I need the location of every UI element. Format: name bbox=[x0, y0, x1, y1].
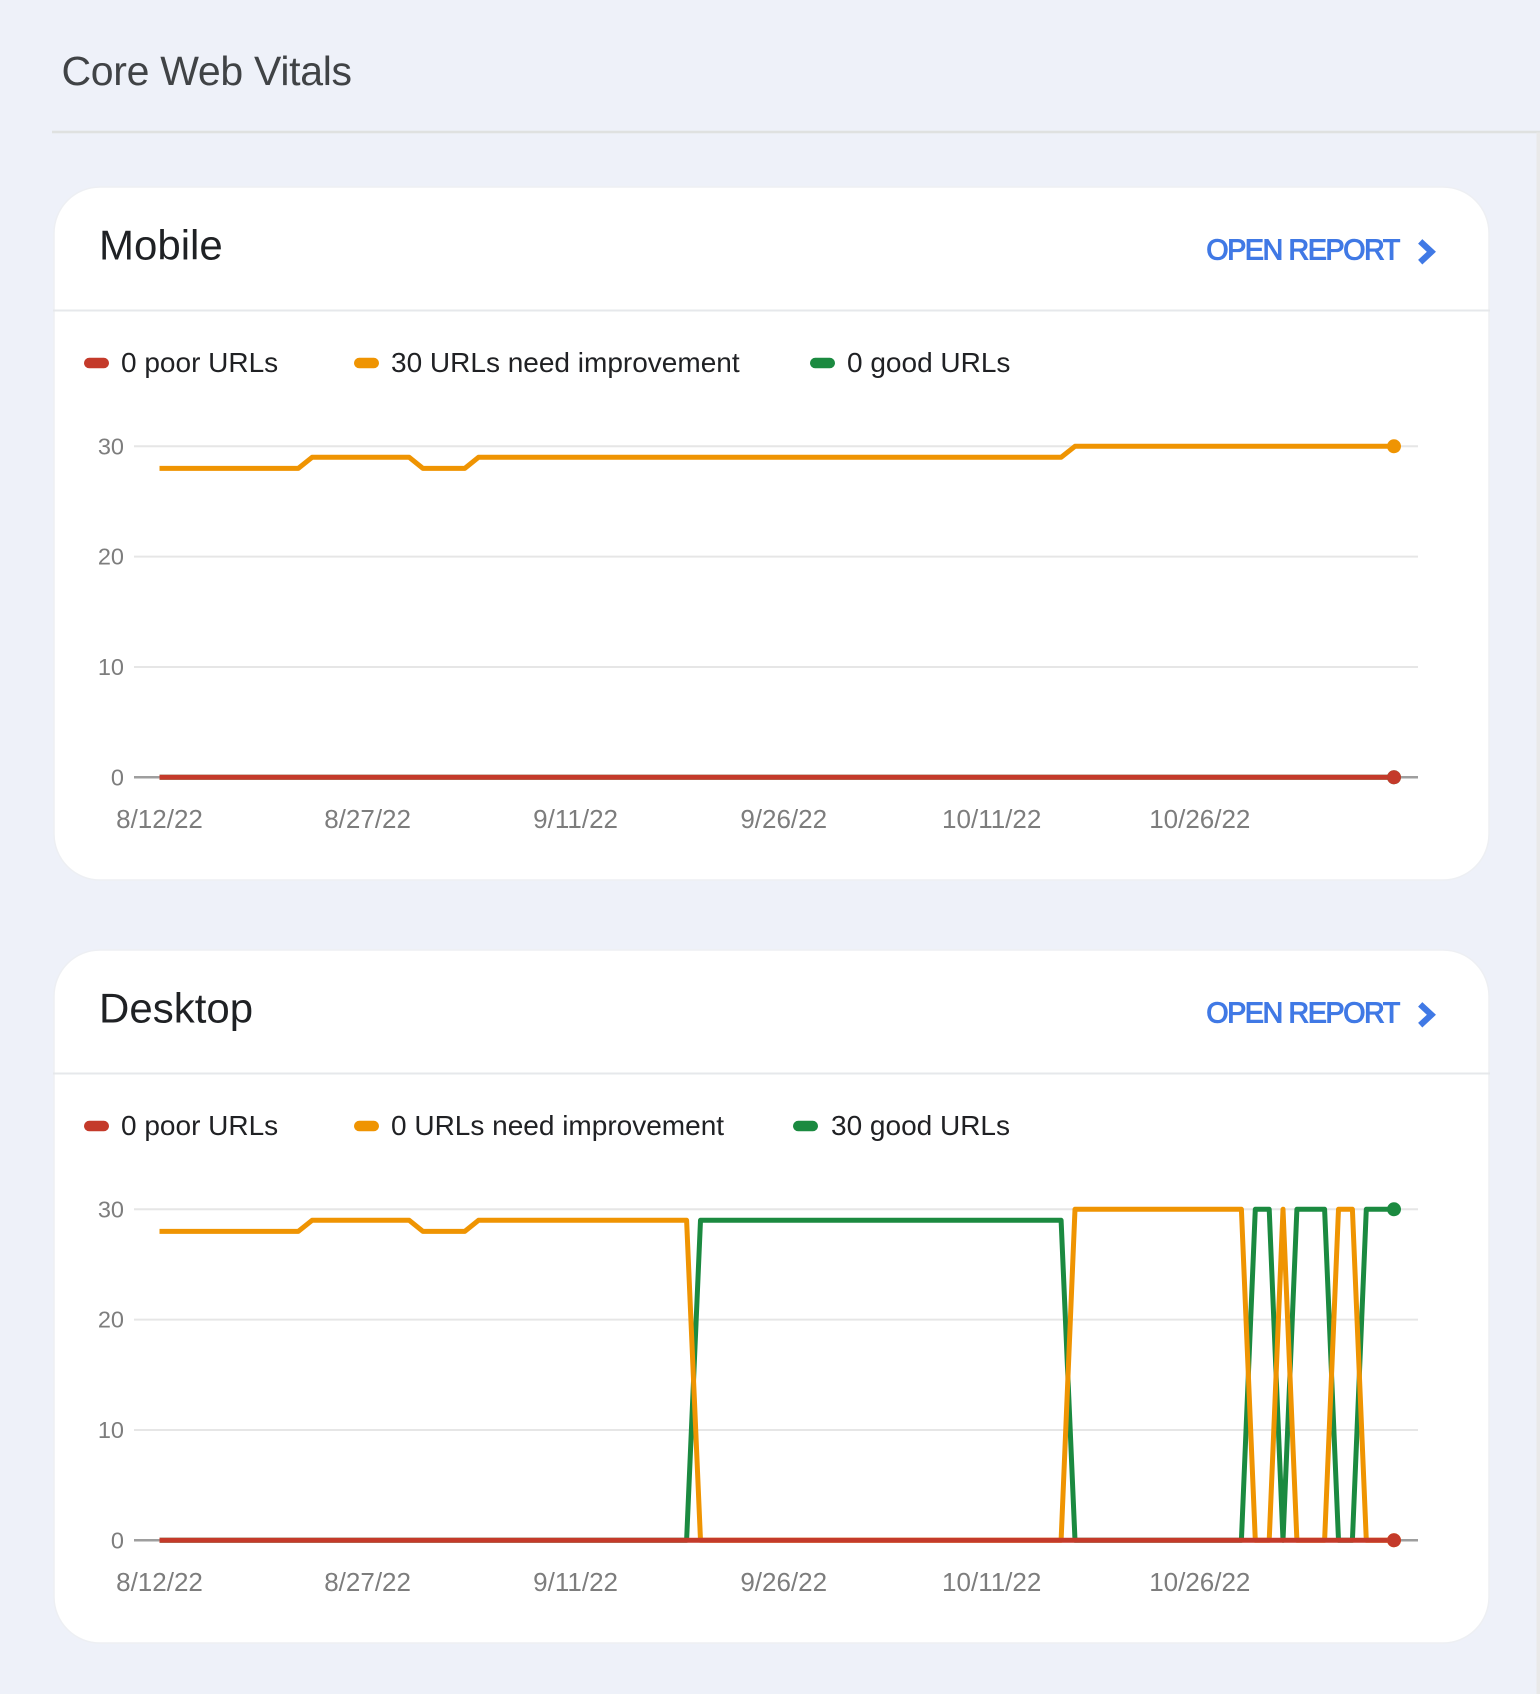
svg-text:Mobile: Mobile bbox=[99, 222, 223, 269]
svg-text:9/11/22: 9/11/22 bbox=[533, 1567, 618, 1597]
svg-text:8/27/22: 8/27/22 bbox=[324, 1567, 411, 1597]
svg-text:0: 0 bbox=[111, 764, 124, 790]
svg-text:10: 10 bbox=[98, 1417, 124, 1443]
svg-text:OPEN REPORT: OPEN REPORT bbox=[1206, 235, 1400, 267]
svg-text:20: 20 bbox=[98, 544, 124, 570]
svg-text:0: 0 bbox=[111, 1527, 124, 1553]
svg-text:0 URLs need improvement: 0 URLs need improvement bbox=[391, 1110, 724, 1141]
svg-text:10/11/22: 10/11/22 bbox=[942, 1567, 1041, 1597]
svg-text:8/27/22: 8/27/22 bbox=[324, 804, 411, 834]
svg-text:10/26/22: 10/26/22 bbox=[1149, 1567, 1250, 1597]
svg-text:30 good URLs: 30 good URLs bbox=[831, 1110, 1010, 1141]
svg-text:30: 30 bbox=[98, 433, 124, 459]
svg-text:Core Web Vitals: Core Web Vitals bbox=[62, 48, 352, 94]
svg-text:9/26/22: 9/26/22 bbox=[740, 804, 827, 834]
svg-text:10/26/22: 10/26/22 bbox=[1149, 804, 1250, 834]
svg-text:20: 20 bbox=[98, 1307, 124, 1333]
svg-text:0 poor URLs: 0 poor URLs bbox=[121, 1110, 278, 1141]
svg-text:Desktop: Desktop bbox=[99, 985, 253, 1032]
svg-text:10: 10 bbox=[98, 654, 124, 680]
svg-text:0 good URLs: 0 good URLs bbox=[847, 347, 1010, 378]
svg-text:9/11/22: 9/11/22 bbox=[533, 804, 618, 834]
svg-text:30 URLs need improvement: 30 URLs need improvement bbox=[391, 347, 740, 378]
svg-text:OPEN REPORT: OPEN REPORT bbox=[1206, 998, 1400, 1030]
svg-text:8/12/22: 8/12/22 bbox=[116, 1567, 203, 1597]
svg-text:9/26/22: 9/26/22 bbox=[740, 1567, 827, 1597]
svg-text:30: 30 bbox=[98, 1196, 124, 1222]
svg-text:0 poor URLs: 0 poor URLs bbox=[121, 347, 278, 378]
svg-text:8/12/22: 8/12/22 bbox=[116, 804, 203, 834]
svg-text:10/11/22: 10/11/22 bbox=[942, 804, 1041, 834]
